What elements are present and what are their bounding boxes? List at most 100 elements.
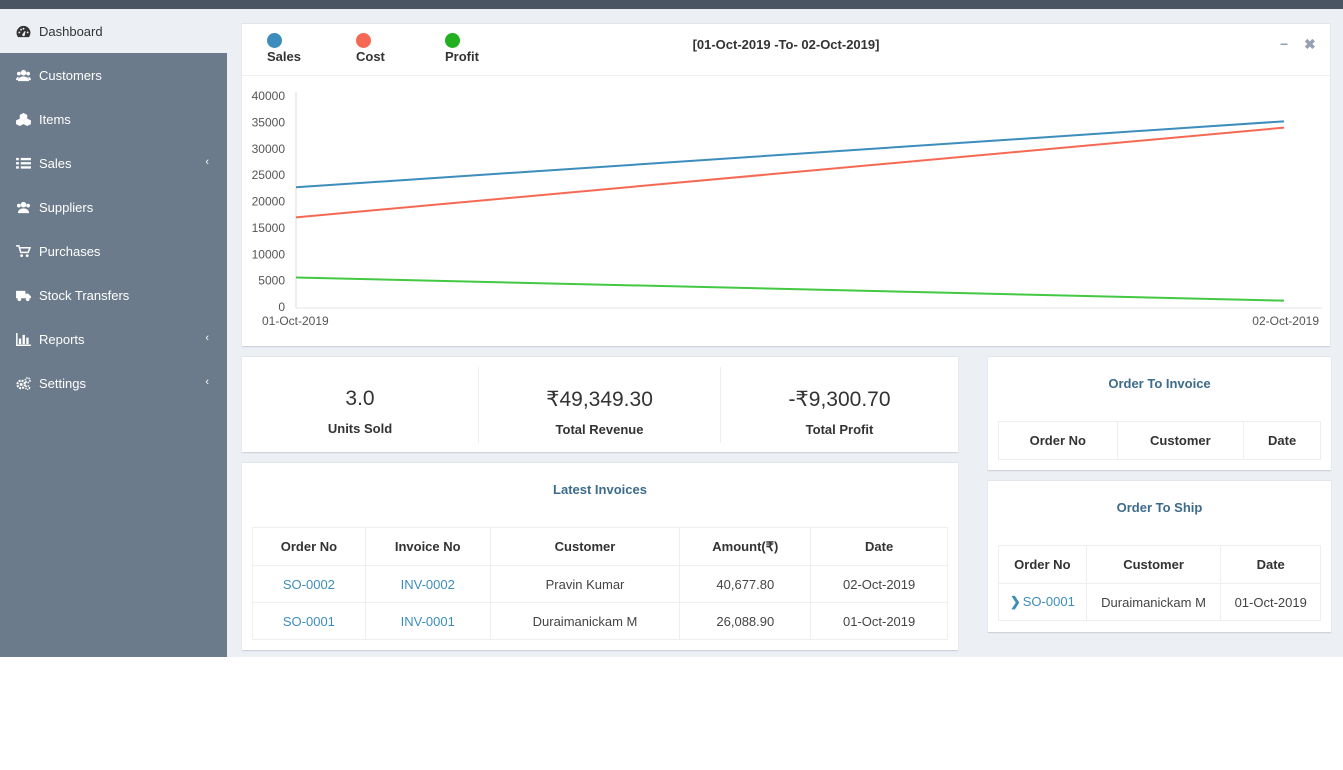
sidebar-item-label: Settings xyxy=(39,375,86,391)
invoice-link[interactable]: INV-0001 xyxy=(400,613,455,629)
order-link[interactable]: SO-0001 xyxy=(282,613,335,629)
customer-cell: Pravin Kumar xyxy=(489,565,681,603)
sidebar-item-reports[interactable]: Reports ‹ xyxy=(0,317,227,361)
sidebar-item-customers[interactable]: Customers xyxy=(0,53,227,97)
line-chart: 0 5000 10000 15000 20000 25000 30000 35000 40000… xyxy=(252,89,1322,328)
latest-invoices-table: Order No Invoice No Customer Amount(₹) D… xyxy=(252,527,948,640)
divider xyxy=(478,367,479,443)
legend-dot-sales xyxy=(267,33,282,48)
invoice-no-cell: INV-0002 xyxy=(364,565,491,603)
column-header[interactable]: Customer xyxy=(489,527,681,566)
y-tick-label: 10000 xyxy=(252,247,286,261)
table-header-row: Order No Invoice No Customer Amount(₹) D… xyxy=(252,527,948,566)
legend-item-sales[interactable]: Sales xyxy=(267,33,301,64)
date-cell: 02-Oct-2019 xyxy=(810,565,948,603)
stat-total-profit: -₹9,300.70 Total Profit xyxy=(721,367,958,443)
amount-cell: 26,088.90 xyxy=(679,602,812,640)
legend-label: Sales xyxy=(267,49,301,64)
sidebar-item-items[interactable]: Items xyxy=(0,97,227,141)
legend-item-cost[interactable]: Cost xyxy=(356,33,385,64)
table-row: SO-0002 INV-0002 Pravin Kumar 40,677.80 … xyxy=(252,565,948,603)
sidebar-item-label: Suppliers xyxy=(39,199,94,215)
legend-dot-profit xyxy=(445,33,460,48)
invoice-no-cell: INV-0001 xyxy=(364,602,491,640)
amount-cell: 40,677.80 xyxy=(679,565,812,603)
users-icon xyxy=(15,200,31,214)
sidebar-item-label: Items xyxy=(39,111,71,127)
sidebar-item-label: Reports xyxy=(39,331,85,347)
y-tick-label: 15000 xyxy=(252,221,286,235)
chart-date-range: [01-Oct-2019 -To- 02-Oct-2019] xyxy=(692,37,880,52)
y-tick-label: 30000 xyxy=(252,142,286,156)
close-icon[interactable]: ✖ xyxy=(1304,36,1316,52)
customer-cell: Duraimanickam M xyxy=(489,602,681,640)
column-header[interactable]: Customer xyxy=(1116,421,1245,460)
table-row: ❯ SO-0001 Duraimanickam M 01-Oct-2019 xyxy=(998,583,1321,621)
y-tick-label: 40000 xyxy=(252,89,286,103)
legend-label: Cost xyxy=(356,49,385,64)
order-link[interactable]: SO-0002 xyxy=(282,576,335,592)
order-to-invoice-table: Order No Customer Date xyxy=(998,421,1321,460)
sidebar-item-suppliers[interactable]: Suppliers xyxy=(0,185,227,229)
legend-label: Profit xyxy=(445,49,479,64)
dashboard-icon xyxy=(15,24,31,38)
card-title: Latest Invoices xyxy=(553,482,647,497)
y-tick-label: 20000 xyxy=(252,195,286,209)
sidebar-item-label: Sales xyxy=(39,155,72,171)
stat-label: Total Revenue xyxy=(555,422,644,437)
divider xyxy=(720,367,721,443)
y-tick-label: 0 xyxy=(278,300,285,314)
series-line-sales xyxy=(295,120,1285,189)
column-header[interactable]: Order No xyxy=(998,545,1087,584)
stat-label: Units Sold xyxy=(327,421,393,436)
legend-dot-cost xyxy=(356,33,371,48)
sidebar-item-label: Stock Transfers xyxy=(39,287,130,303)
minimize-icon[interactable]: − xyxy=(1280,36,1289,52)
invoice-link[interactable]: INV-0002 xyxy=(400,576,455,592)
stat-value: ₹49,349.30 xyxy=(546,388,653,411)
chevron-right-icon[interactable]: ❯ xyxy=(1009,594,1021,609)
sidebar-item-dashboard[interactable]: Dashboard xyxy=(0,9,227,53)
order-no-cell: SO-0001 xyxy=(252,602,366,640)
order-link[interactable]: SO-0001 xyxy=(1022,594,1075,609)
table-row: SO-0001 INV-0001 Duraimanickam M 26,088.… xyxy=(252,602,948,640)
column-header[interactable]: Customer xyxy=(1085,545,1222,584)
order-no-cell: SO-0002 xyxy=(252,565,366,603)
order-no-cell: ❯ SO-0001 xyxy=(998,583,1087,621)
column-header[interactable]: Order No xyxy=(998,421,1118,460)
order-to-ship-table: Order No Customer Date ❯ SO-0001 Duraiman… xyxy=(998,545,1321,621)
date-cell: 01-Oct-2019 xyxy=(1220,583,1321,621)
sidebar-item-purchases[interactable]: Purchases xyxy=(0,229,227,273)
order-to-invoice-card: Order To Invoice Order No Customer Date xyxy=(988,356,1331,470)
stat-label: Total Profit xyxy=(805,422,874,437)
bar-chart-icon xyxy=(15,332,31,346)
top-navbar xyxy=(0,0,1343,9)
users-icon xyxy=(15,68,31,82)
column-header[interactable]: Invoice No xyxy=(364,527,491,566)
customer-cell: Duraimanickam M xyxy=(1085,583,1222,621)
sidebar-item-label: Dashboard xyxy=(39,23,103,39)
truck-icon xyxy=(15,288,31,302)
legend-item-profit[interactable]: Profit xyxy=(445,33,479,64)
sidebar-item-label: Purchases xyxy=(39,243,101,259)
column-header[interactable]: Date xyxy=(810,527,948,566)
column-header[interactable]: Order No xyxy=(252,527,366,566)
chart-header: Sales Cost Profit [01-Oct-2019 -To- 02-O… xyxy=(242,24,1330,76)
sales-chart-card: Sales Cost Profit [01-Oct-2019 -To- 02-O… xyxy=(242,23,1330,346)
card-title: Order To Ship xyxy=(1116,500,1203,515)
stat-units-sold: 3.0 Units Sold xyxy=(242,367,478,443)
series-line-profit xyxy=(295,276,1285,302)
cogs-icon xyxy=(15,376,31,390)
list-icon xyxy=(15,156,31,170)
chevron-left-icon: ‹ xyxy=(205,332,209,344)
chevron-left-icon: ‹ xyxy=(205,376,209,388)
column-header[interactable]: Date xyxy=(1220,545,1321,584)
sidebar-item-stock-transfers[interactable]: Stock Transfers xyxy=(0,273,227,317)
sidebar-item-settings[interactable]: Settings ‹ xyxy=(0,361,227,405)
sidebar-item-sales[interactable]: Sales ‹ xyxy=(0,141,227,185)
column-header[interactable]: Date xyxy=(1243,421,1321,460)
cubes-icon xyxy=(15,112,31,126)
latest-invoices-card: Latest Invoices Order No Invoice No Cust… xyxy=(242,462,958,650)
column-header[interactable]: Amount(₹) xyxy=(679,527,812,566)
card-title: Order To Invoice xyxy=(1108,376,1211,391)
